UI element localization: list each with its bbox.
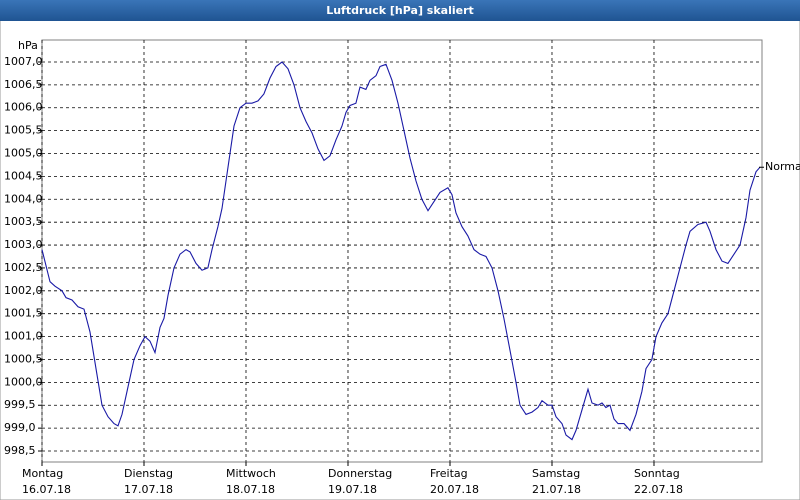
y-tick-label: 1000,5 [4,352,43,365]
x-tick-label: Sonntag [634,467,680,480]
x-tick-label: Samstag [532,467,580,480]
x-tick-label: 22.07.18 [634,483,683,496]
y-tick-label: 1003,0 [4,238,43,251]
x-tick-label: 19.07.18 [328,483,377,496]
x-tick-label: 21.07.18 [532,483,581,496]
y-tick-label: 1001,0 [4,330,43,343]
chart-title: Luftdruck [hPa] skaliert [326,4,474,17]
y-tick-label: 999,5 [4,398,36,411]
x-tick-label: 20.07.18 [430,483,479,496]
y-tick-label: 1005,5 [4,124,43,137]
y-tick-label: 1005,0 [4,147,43,160]
y-tick-label: 1000,0 [4,375,43,388]
y-tick-label: 1002,0 [4,284,43,297]
y-tick-label: 1001,5 [4,307,43,320]
y-tick-label: 1003,5 [4,215,43,228]
x-tick-label: 17.07.18 [124,483,173,496]
title-bar [0,0,800,21]
y-tick-label: 1007,0 [4,55,43,68]
x-tick-label: Donnerstag [328,467,392,480]
x-tick-label: Dienstag [124,467,173,480]
line-series [41,61,761,441]
x-tick-label: 16.07.18 [22,483,71,496]
y-tick-label: 1004,0 [4,192,43,205]
series-label: Normal [765,160,800,173]
x-tick-label: Freitag [430,467,468,480]
y-tick-label: 1004,5 [4,169,43,182]
y-tick-label: 1006,0 [4,101,43,114]
x-tick-label: Mittwoch [226,467,276,480]
y-tick-label: 999,0 [4,421,36,434]
x-tick-label: Montag [22,467,63,480]
y-tick-label: 1006,5 [4,78,43,91]
y-tick-label: 998,5 [4,444,36,457]
x-tick-label: 18.07.18 [226,483,275,496]
y-axis-unit: hPa [18,39,38,52]
y-tick-label: 1002,5 [4,261,43,274]
